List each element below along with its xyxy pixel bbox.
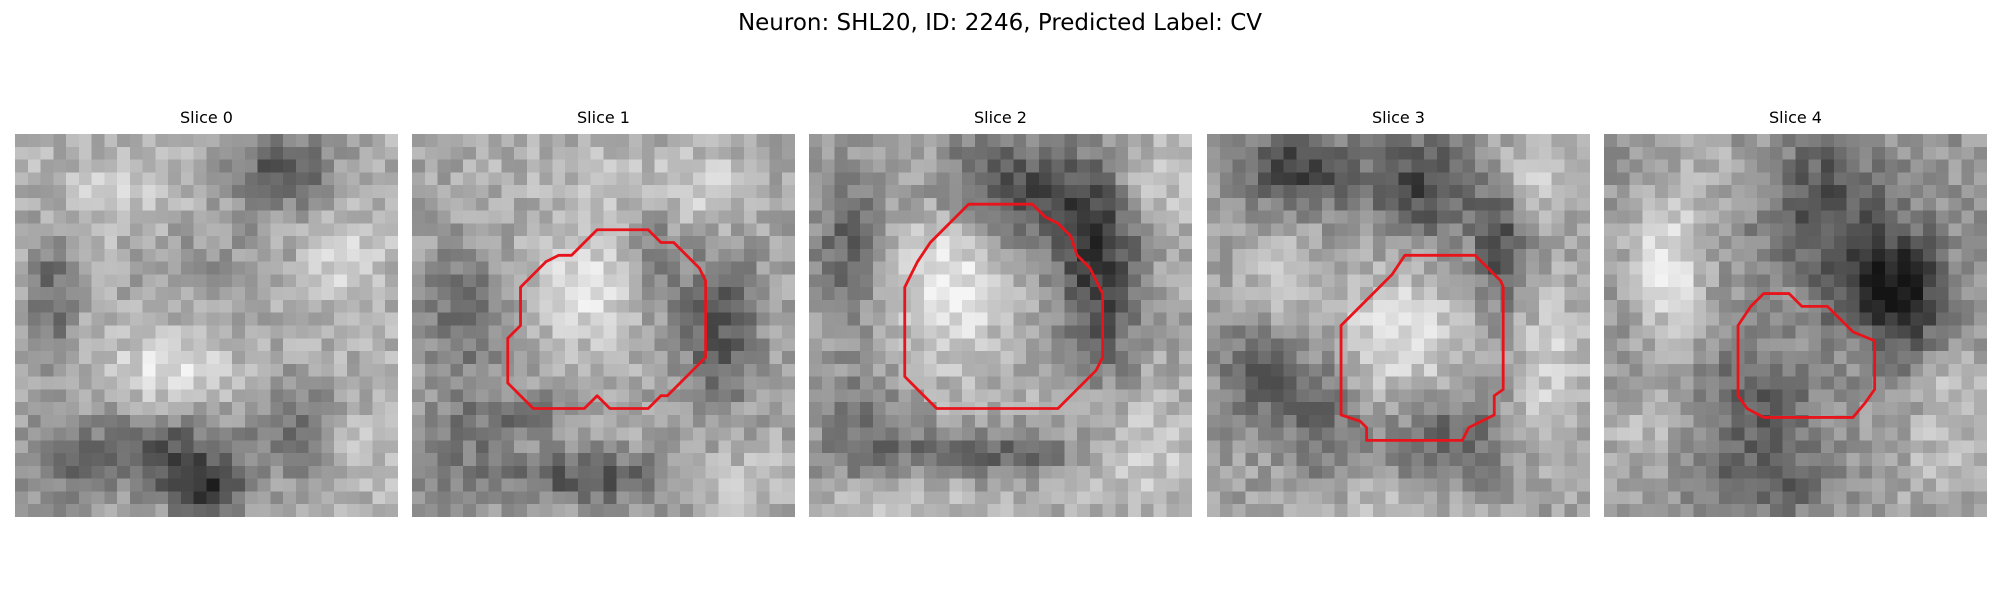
slice-panel-0: Slice 0: [15, 108, 398, 517]
slice-title: Slice 1: [577, 108, 630, 127]
pixel-grid: [809, 134, 1192, 517]
slice-title: Slice 0: [180, 108, 233, 127]
slice-title: Slice 3: [1372, 108, 1425, 127]
figure-title: Neuron: SHL20, ID: 2246, Predicted Label…: [737, 10, 1263, 36]
segmentation-contour: [506, 228, 708, 410]
pixel-grid: [15, 134, 398, 517]
slice-image: [412, 134, 795, 517]
pixel-grid: [1604, 134, 1987, 517]
slice-panel-2: Slice 2: [809, 108, 1192, 517]
pixel-grid: [412, 134, 795, 517]
slice-title: Slice 2: [974, 108, 1027, 127]
slice-image: [809, 134, 1192, 517]
slice-panel-1: Slice 1: [412, 108, 795, 517]
pixel-grid: [1207, 134, 1590, 517]
segmentation-contour: [1736, 292, 1877, 419]
segmentation-contour: [903, 202, 1105, 410]
slice-image: [1604, 134, 1987, 517]
slice-title: Slice 4: [1769, 108, 1822, 127]
slice-panel-3: Slice 3: [1207, 108, 1590, 517]
slice-image: [15, 134, 398, 517]
slice-image: [1207, 134, 1590, 517]
slice-panel-4: Slice 4: [1604, 108, 1987, 517]
segmentation-contour: [1339, 253, 1505, 442]
